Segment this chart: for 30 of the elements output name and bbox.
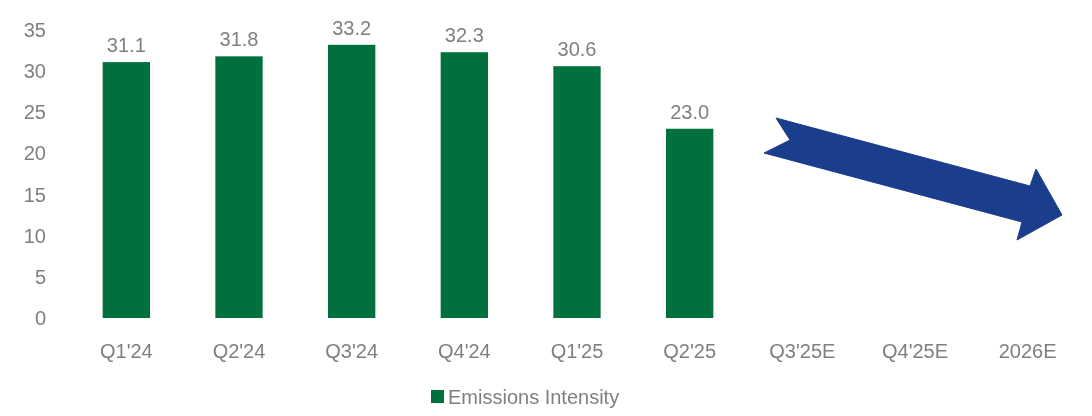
x-tick-label: Q4'25E (881, 340, 949, 362)
data-label: 32.3 (444, 24, 484, 47)
x-tick-label: Q4'24 (437, 340, 491, 362)
x-tick-label: Q2'24 (212, 340, 266, 362)
bar (328, 44, 376, 318)
x-tick-label: Q1'25 (550, 340, 604, 362)
y-tick-label: 30 (23, 60, 46, 83)
y-tick-label: 10 (23, 224, 46, 247)
y-tick-label: 5 (34, 265, 46, 288)
bar (666, 128, 714, 318)
bar (440, 52, 488, 318)
bar (102, 62, 150, 318)
data-label: 33.2 (332, 16, 372, 39)
bar (215, 56, 263, 318)
x-tick-label: Q3'24 (325, 340, 379, 362)
legend-label: Emissions Intensity (448, 386, 620, 408)
y-tick-label: 25 (23, 101, 46, 124)
x-tick-label: Q1'24 (99, 340, 153, 362)
data-label: 31.1 (106, 34, 146, 57)
data-label: 31.8 (219, 28, 259, 51)
bar (553, 66, 601, 318)
x-tick-label: 2026E (998, 340, 1057, 362)
data-label: 30.6 (557, 38, 597, 61)
x-tick-label: Q3'25E (769, 340, 836, 362)
y-tick-label: 20 (23, 142, 46, 165)
y-tick-label: 35 (23, 19, 46, 41)
x-tick-label: Q2'25 (663, 340, 717, 362)
y-tick-label: 15 (23, 183, 46, 206)
y-tick-label: 0 (34, 307, 46, 329)
data-label: 23.0 (670, 100, 710, 123)
